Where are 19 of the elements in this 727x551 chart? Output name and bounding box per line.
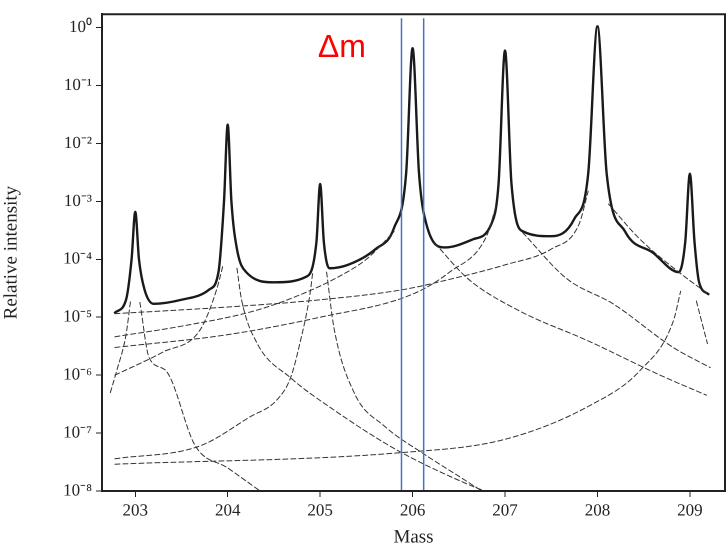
x-tick-label: 204 xyxy=(214,500,241,520)
x-tick-label: 203 xyxy=(122,500,148,520)
x-tick-label: 208 xyxy=(584,500,610,520)
y-tick-label: 10⁻⁷ xyxy=(63,422,92,442)
x-tick-label: 207 xyxy=(492,500,518,520)
x-axis-title: Mass xyxy=(393,526,434,548)
y-tick-label: 10⁻³ xyxy=(64,190,92,210)
y-tick-label: 10⁻⁴ xyxy=(63,248,92,268)
x-tick-label: 205 xyxy=(307,500,333,520)
y-tick-label: 10⁻² xyxy=(64,132,92,152)
y-tick-label: 10⁻⁸ xyxy=(63,480,92,500)
y-tick-label: 10⁻¹ xyxy=(64,74,92,94)
y-tick-label: 10⁻⁶ xyxy=(63,364,92,384)
y-tick-label: 10⁰ xyxy=(69,17,92,36)
y-axis-title: Relative intensity xyxy=(0,185,22,320)
annotation: Δm xyxy=(318,28,366,64)
x-tick-label: 206 xyxy=(400,500,426,520)
y-tick-label: 10⁻⁵ xyxy=(63,306,92,326)
x-tick-label: 209 xyxy=(677,500,703,520)
